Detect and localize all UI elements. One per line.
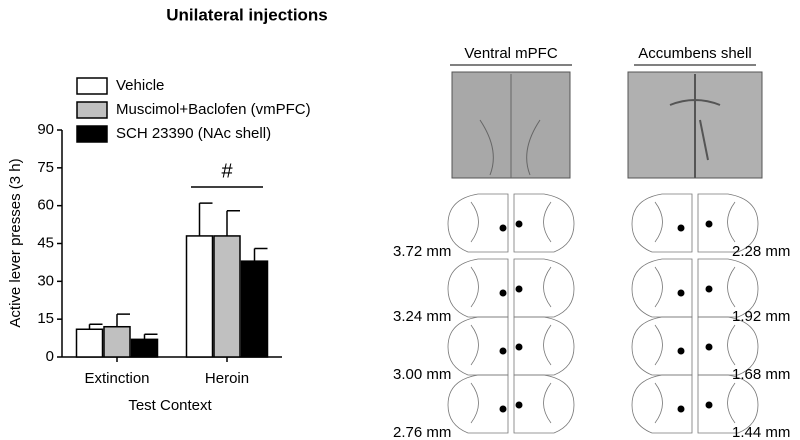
- level-label: 1.68 mm: [732, 366, 790, 383]
- injection-site: [499, 289, 507, 297]
- injection-site: [499, 405, 507, 413]
- atlas-section: [447, 316, 575, 376]
- x-tick-label: Extinction: [84, 370, 149, 387]
- bar: [103, 325, 131, 358]
- y-tick-label: 60: [37, 197, 54, 214]
- level-label: 2.76 mm: [393, 424, 451, 440]
- annotation: #: [221, 160, 233, 182]
- legend-label: Muscimol+Baclofen (vmPFC): [116, 101, 311, 118]
- injection-site: [499, 347, 507, 355]
- error-bar: [198, 202, 213, 236]
- legend-swatch: [76, 101, 108, 119]
- y-tick-label: 15: [37, 310, 54, 327]
- error-bar: [253, 247, 268, 262]
- injection-site: [705, 220, 713, 228]
- injection-site: [677, 289, 685, 297]
- atlas-sections: [447, 193, 759, 434]
- photo-detail: [479, 74, 541, 178]
- injection-site: [705, 343, 713, 351]
- level-label: 3.24 mm: [393, 308, 451, 325]
- injection-site: [499, 224, 507, 232]
- injection-site: [705, 285, 713, 293]
- x-tick-label: Heroin: [205, 370, 249, 387]
- injection-site: [515, 343, 523, 351]
- error-bar: [88, 323, 103, 330]
- injection-site: [677, 347, 685, 355]
- injection-site: [515, 401, 523, 409]
- level-label: 3.72 mm: [393, 243, 451, 260]
- error-bar: [226, 209, 240, 236]
- level-label: 2.28 mm: [732, 243, 790, 260]
- atlas-section: [447, 193, 575, 253]
- y-tick-label: 75: [37, 159, 54, 176]
- region-label: Ventral mPFC: [464, 45, 558, 62]
- level-label: 1.92 mm: [732, 308, 790, 325]
- atlas-section: [631, 258, 759, 318]
- y-tick-label: 30: [37, 272, 54, 289]
- legend-swatch: [76, 125, 108, 143]
- bar: [130, 338, 159, 358]
- legend-label: Vehicle: [116, 77, 164, 94]
- error-bar: [116, 313, 130, 327]
- y-tick-label: 90: [37, 121, 54, 138]
- x-axis-label: Test Context: [128, 397, 212, 414]
- bar: [213, 235, 241, 358]
- injection-site: [515, 285, 523, 293]
- chart-title: Unilateral injections: [166, 5, 328, 24]
- bar: [185, 235, 214, 358]
- atlas-section: [447, 258, 575, 318]
- injection-site: [677, 224, 685, 232]
- photo-detail: [669, 74, 721, 178]
- injection-site: [677, 405, 685, 413]
- y-tick-label: 45: [37, 234, 54, 251]
- y-tick-label: 0: [46, 348, 54, 365]
- region-label: Accumbens shell: [638, 45, 751, 62]
- bar: [240, 260, 269, 358]
- legend-label: SCH 23390 (NAc shell): [116, 125, 271, 142]
- atlas-section: [631, 316, 759, 376]
- atlas-section: [447, 374, 575, 434]
- atlas-section: [631, 374, 759, 434]
- error-bar: [143, 333, 158, 340]
- level-label: 1.44 mm: [732, 424, 790, 440]
- y-axis-label: Active lever presses (3 h): [7, 158, 24, 327]
- atlas-section: [631, 193, 759, 253]
- bar: [75, 328, 104, 358]
- legend-swatch: [76, 77, 108, 95]
- level-label: 3.00 mm: [393, 366, 451, 383]
- injection-site: [515, 220, 523, 228]
- injection-site: [705, 401, 713, 409]
